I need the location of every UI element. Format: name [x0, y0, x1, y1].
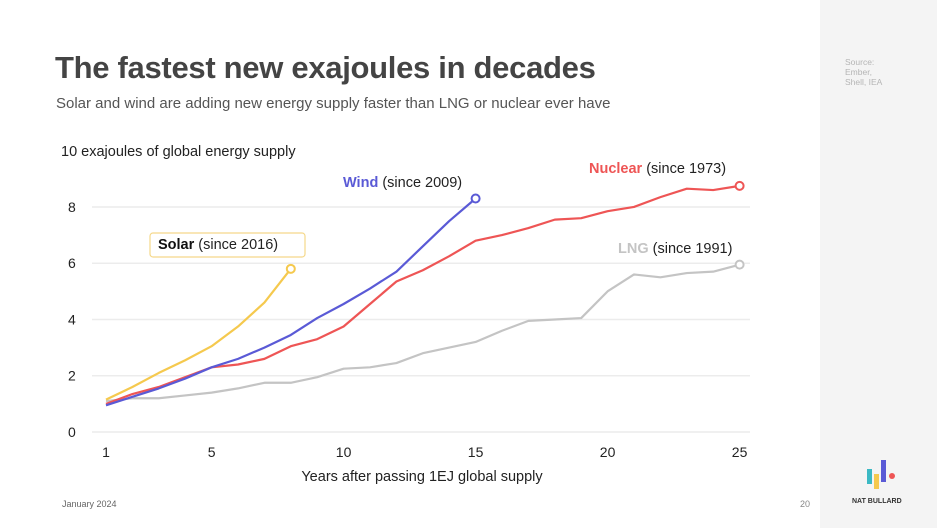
series-end-marker	[734, 259, 745, 270]
series-label-nuclear: Nuclear (since 1973)	[589, 161, 726, 177]
x-tick-label: 15	[468, 444, 484, 460]
side-panel	[820, 0, 937, 528]
y-axis-label: 10 exajoules of global energy supply	[61, 144, 296, 160]
subtitle: Solar and wind are adding new energy sup…	[56, 95, 611, 112]
series-line-solar	[105, 268, 292, 401]
series-end-marker	[734, 180, 745, 191]
series-label-lng: LNG (since 1991)	[618, 241, 732, 257]
series-end-marker	[285, 263, 296, 274]
y-tick-label: 6	[68, 255, 76, 271]
page-title: The fastest new exajoules in decades	[55, 50, 596, 85]
x-tick-label: 20	[600, 444, 616, 460]
brand-logo	[867, 460, 895, 489]
y-tick-label: 8	[68, 199, 76, 215]
x-axis-label: Years after passing 1EJ global supply	[301, 469, 543, 485]
y-tick-label: 0	[68, 424, 76, 440]
series-label-wind: Wind (since 2009)	[343, 175, 462, 191]
series-line-lng	[105, 263, 740, 403]
x-tick-label: 10	[336, 444, 352, 460]
solar-label-box	[149, 232, 306, 258]
page-number: 20	[800, 499, 811, 509]
x-tick-label: 5	[208, 444, 216, 460]
y-tick-label: 2	[68, 368, 76, 384]
series-line-wind	[105, 197, 477, 407]
y-tick-label: 4	[68, 311, 76, 327]
brand-name: NAT BULLARD	[852, 498, 902, 505]
x-tick-label: 1	[102, 444, 110, 460]
series-label-solar: Solar (since 2016)	[158, 237, 278, 253]
x-tick-label: 25	[732, 444, 748, 460]
footer-date: January 2024	[62, 499, 117, 509]
series-end-marker	[470, 193, 481, 204]
source-note: Source: Ember, Shell, IEA	[845, 57, 883, 87]
